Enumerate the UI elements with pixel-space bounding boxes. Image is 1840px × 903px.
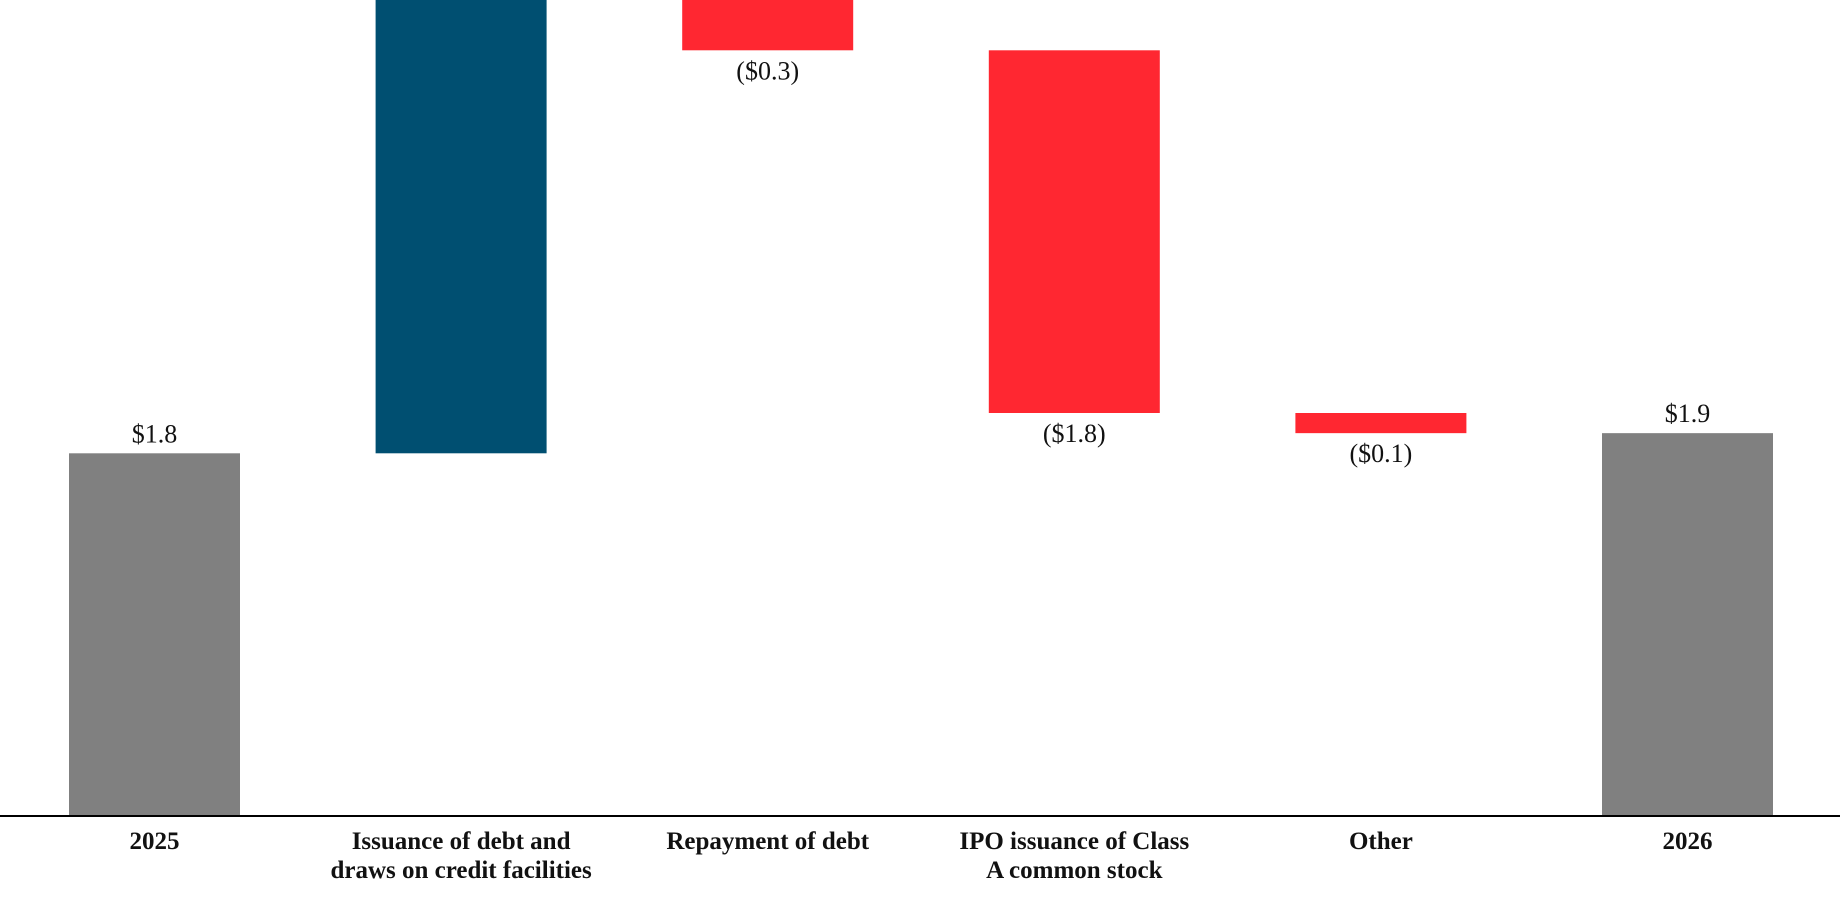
bar-repayment-of-debt <box>682 0 854 51</box>
category-label-ipo-issuance-line-1: IPO issuance of Class <box>959 828 1189 855</box>
bar-other <box>1295 413 1467 434</box>
category-label-issuance-of-debt-line-2: draws on credit facilities <box>330 857 592 884</box>
category-label-ipo-issuance-line-2: A common stock <box>986 857 1162 884</box>
bar-ipo-issuance <box>988 50 1160 414</box>
bars-layer <box>69 0 1773 816</box>
value-label-2026: $1.9 <box>1665 399 1711 428</box>
bar-2026 <box>1602 433 1773 816</box>
bar-2025 <box>69 453 240 816</box>
value-label-repayment-of-debt: ($0.3) <box>736 56 799 85</box>
category-label-2026: 2026 <box>1663 828 1713 855</box>
category-label-issuance-of-debt-line-1: Issuance of debt and <box>352 828 571 855</box>
category-label-other: Other <box>1349 828 1413 855</box>
value-label-other: ($0.1) <box>1349 439 1412 468</box>
value-label-2025: $1.8 <box>132 419 178 448</box>
value-labels-layer: $1.8$2.3($0.3)($1.8)($0.1)$1.9 <box>132 56 1711 468</box>
category-label-2025: 2025 <box>130 828 180 855</box>
value-label-ipo-issuance: ($1.8) <box>1043 419 1106 448</box>
category-label-repayment-of-debt: Repayment of debt <box>666 828 869 855</box>
bar-issuance-of-debt <box>375 0 547 454</box>
